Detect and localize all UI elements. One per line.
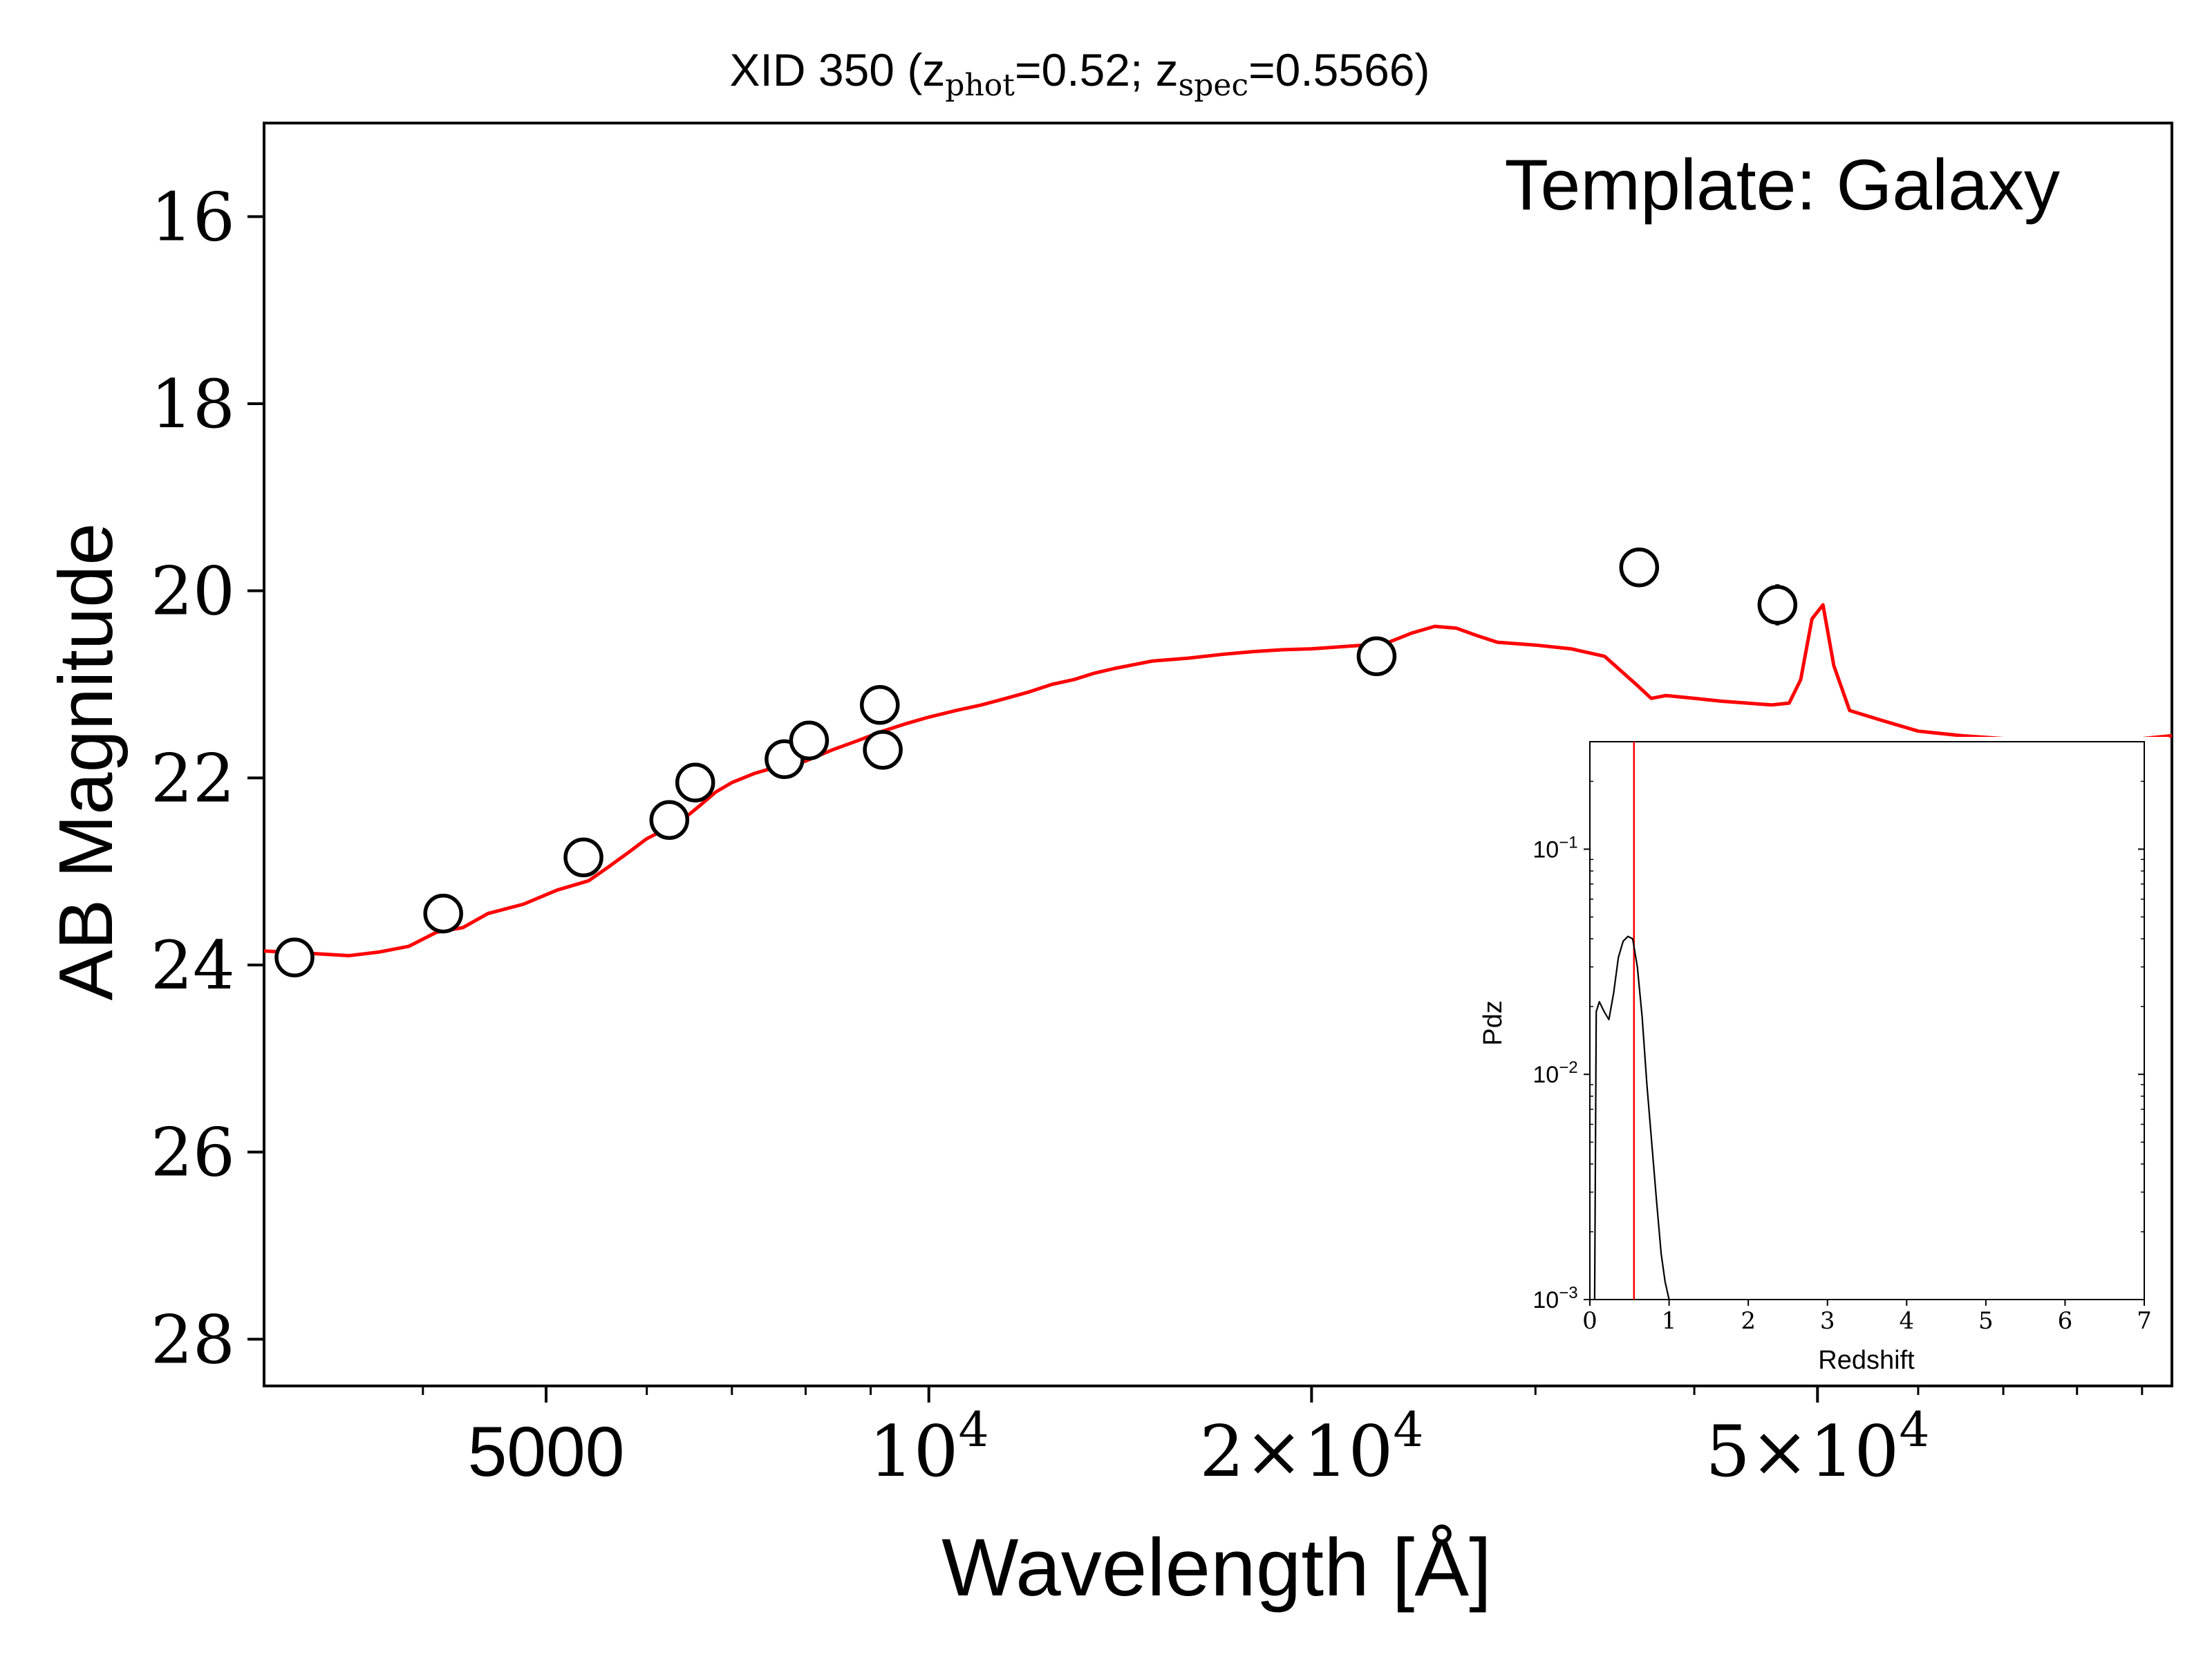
data-point: [863, 729, 903, 770]
inset-x-tick-label: 5: [1978, 1307, 1994, 1335]
y-tick-label: 26: [151, 1114, 235, 1192]
sed-axes-frame: [263, 122, 2173, 1387]
inset-x-tick-label: 7: [2137, 1307, 2152, 1335]
chart-title: XID 350 (zphot=0.52; zspec=0.5566): [730, 44, 1430, 103]
data-point: [423, 893, 463, 934]
inset-x-axis-label: Redshift: [1818, 1346, 1915, 1375]
template-line: [263, 603, 2173, 957]
data-point: [860, 685, 900, 725]
y-tick-label: 18: [151, 366, 235, 443]
inset-x-tick-label: 2: [1741, 1307, 1756, 1335]
inset-x-tick-label: 0: [1582, 1307, 1597, 1335]
data-point: [789, 720, 830, 760]
data-point: [1356, 636, 1397, 677]
x-axis-label: Wavelength [Å]: [941, 1522, 1492, 1613]
pdz-curve: [1593, 935, 1670, 1300]
data-point: [274, 937, 315, 977]
data-point: [649, 800, 690, 840]
data-point: [1619, 547, 1660, 588]
x-tick-label: 5×104: [1705, 1403, 1929, 1493]
data-point: [675, 762, 715, 803]
inset-y-tick-label: 10−1: [1533, 833, 1577, 863]
inset-axes-frame: [1589, 741, 2145, 1300]
data-point: [1757, 585, 1798, 625]
y-tick-label: 16: [151, 178, 235, 256]
y-tick-label: 20: [151, 553, 235, 630]
inset-y-tick-label: 10−2: [1533, 1058, 1577, 1088]
inset-y-tick-label: 10−3: [1533, 1284, 1577, 1313]
y-tick-label: 28: [151, 1301, 235, 1378]
inset-backdrop: [1471, 737, 2169, 1385]
annotation-template: Template: Galaxy: [1505, 145, 2060, 225]
inset-x-tick-label: 1: [1662, 1307, 1677, 1335]
inset-x-tick-label: 6: [2058, 1307, 2073, 1335]
y-tick-label: 22: [151, 740, 235, 817]
inset-x-tick-label: 4: [1899, 1307, 1914, 1335]
x-tick-label: 104: [869, 1403, 989, 1493]
inset-y-axis-label: Pdz: [1479, 1000, 1508, 1045]
data-point: [563, 837, 603, 878]
x-tick-label: 5000: [468, 1412, 625, 1491]
inset-x-tick-label: 3: [1820, 1307, 1835, 1335]
pdz-inset: 0 1 2 3 4 5 6 7 10−1 10−2 10−3: [1471, 737, 2169, 1385]
y-tick-label: 24: [151, 927, 235, 1004]
x-tick-label: 2×104: [1199, 1403, 1423, 1493]
y-axis-label: AB Magnitude: [44, 523, 129, 1001]
